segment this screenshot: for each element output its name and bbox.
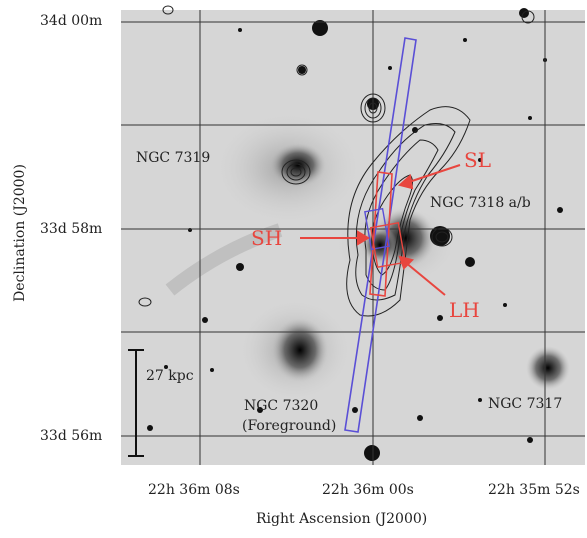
- x-axis-label: Right Ascension (J2000): [256, 511, 428, 527]
- x-tick-36m00s: 22h 36m 00s: [322, 482, 414, 498]
- y-axis-label: Declination (J2000): [12, 164, 28, 302]
- irs-slits: [344, 37, 417, 433]
- y-tick-33d56m: 33d 56m: [40, 428, 103, 444]
- y-tick-33d58m: 33d 58m: [40, 221, 103, 237]
- label-lh: LH: [449, 298, 480, 322]
- label-ngc7319: NGC 7319: [136, 150, 211, 166]
- slit-sl-red: [369, 171, 393, 297]
- slit-sh: [364, 207, 390, 251]
- label-sh: SH: [251, 226, 283, 250]
- slit-lh: [369, 222, 407, 268]
- x-tick-35m52s: 22h 35m 52s: [488, 482, 580, 498]
- ngc7319-galaxy: [270, 143, 326, 187]
- scale-bar-label: 27 kpc: [146, 368, 194, 384]
- scale-bar: [128, 349, 144, 457]
- y-tick-34d00m: 34d 00m: [40, 13, 103, 29]
- ngc7320-galaxy: [272, 318, 328, 382]
- slit-sl-blue: [344, 37, 417, 433]
- label-sl: SL: [464, 148, 491, 172]
- coordinate-grid: [121, 10, 585, 465]
- tidal-tail: [165, 223, 283, 296]
- label-ngc7318: NGC 7318 a/b: [430, 195, 531, 211]
- label-ngc7317: NGC 7317: [488, 396, 563, 412]
- x-tick-36m08s: 22h 36m 08s: [148, 482, 240, 498]
- label-ngc7320-foreground: (Foreground): [242, 418, 337, 434]
- ngc7317-galaxy: [526, 346, 570, 390]
- slit-arrows: [300, 164, 461, 296]
- star-field: [147, 8, 563, 461]
- label-ngc7320: NGC 7320: [244, 398, 319, 414]
